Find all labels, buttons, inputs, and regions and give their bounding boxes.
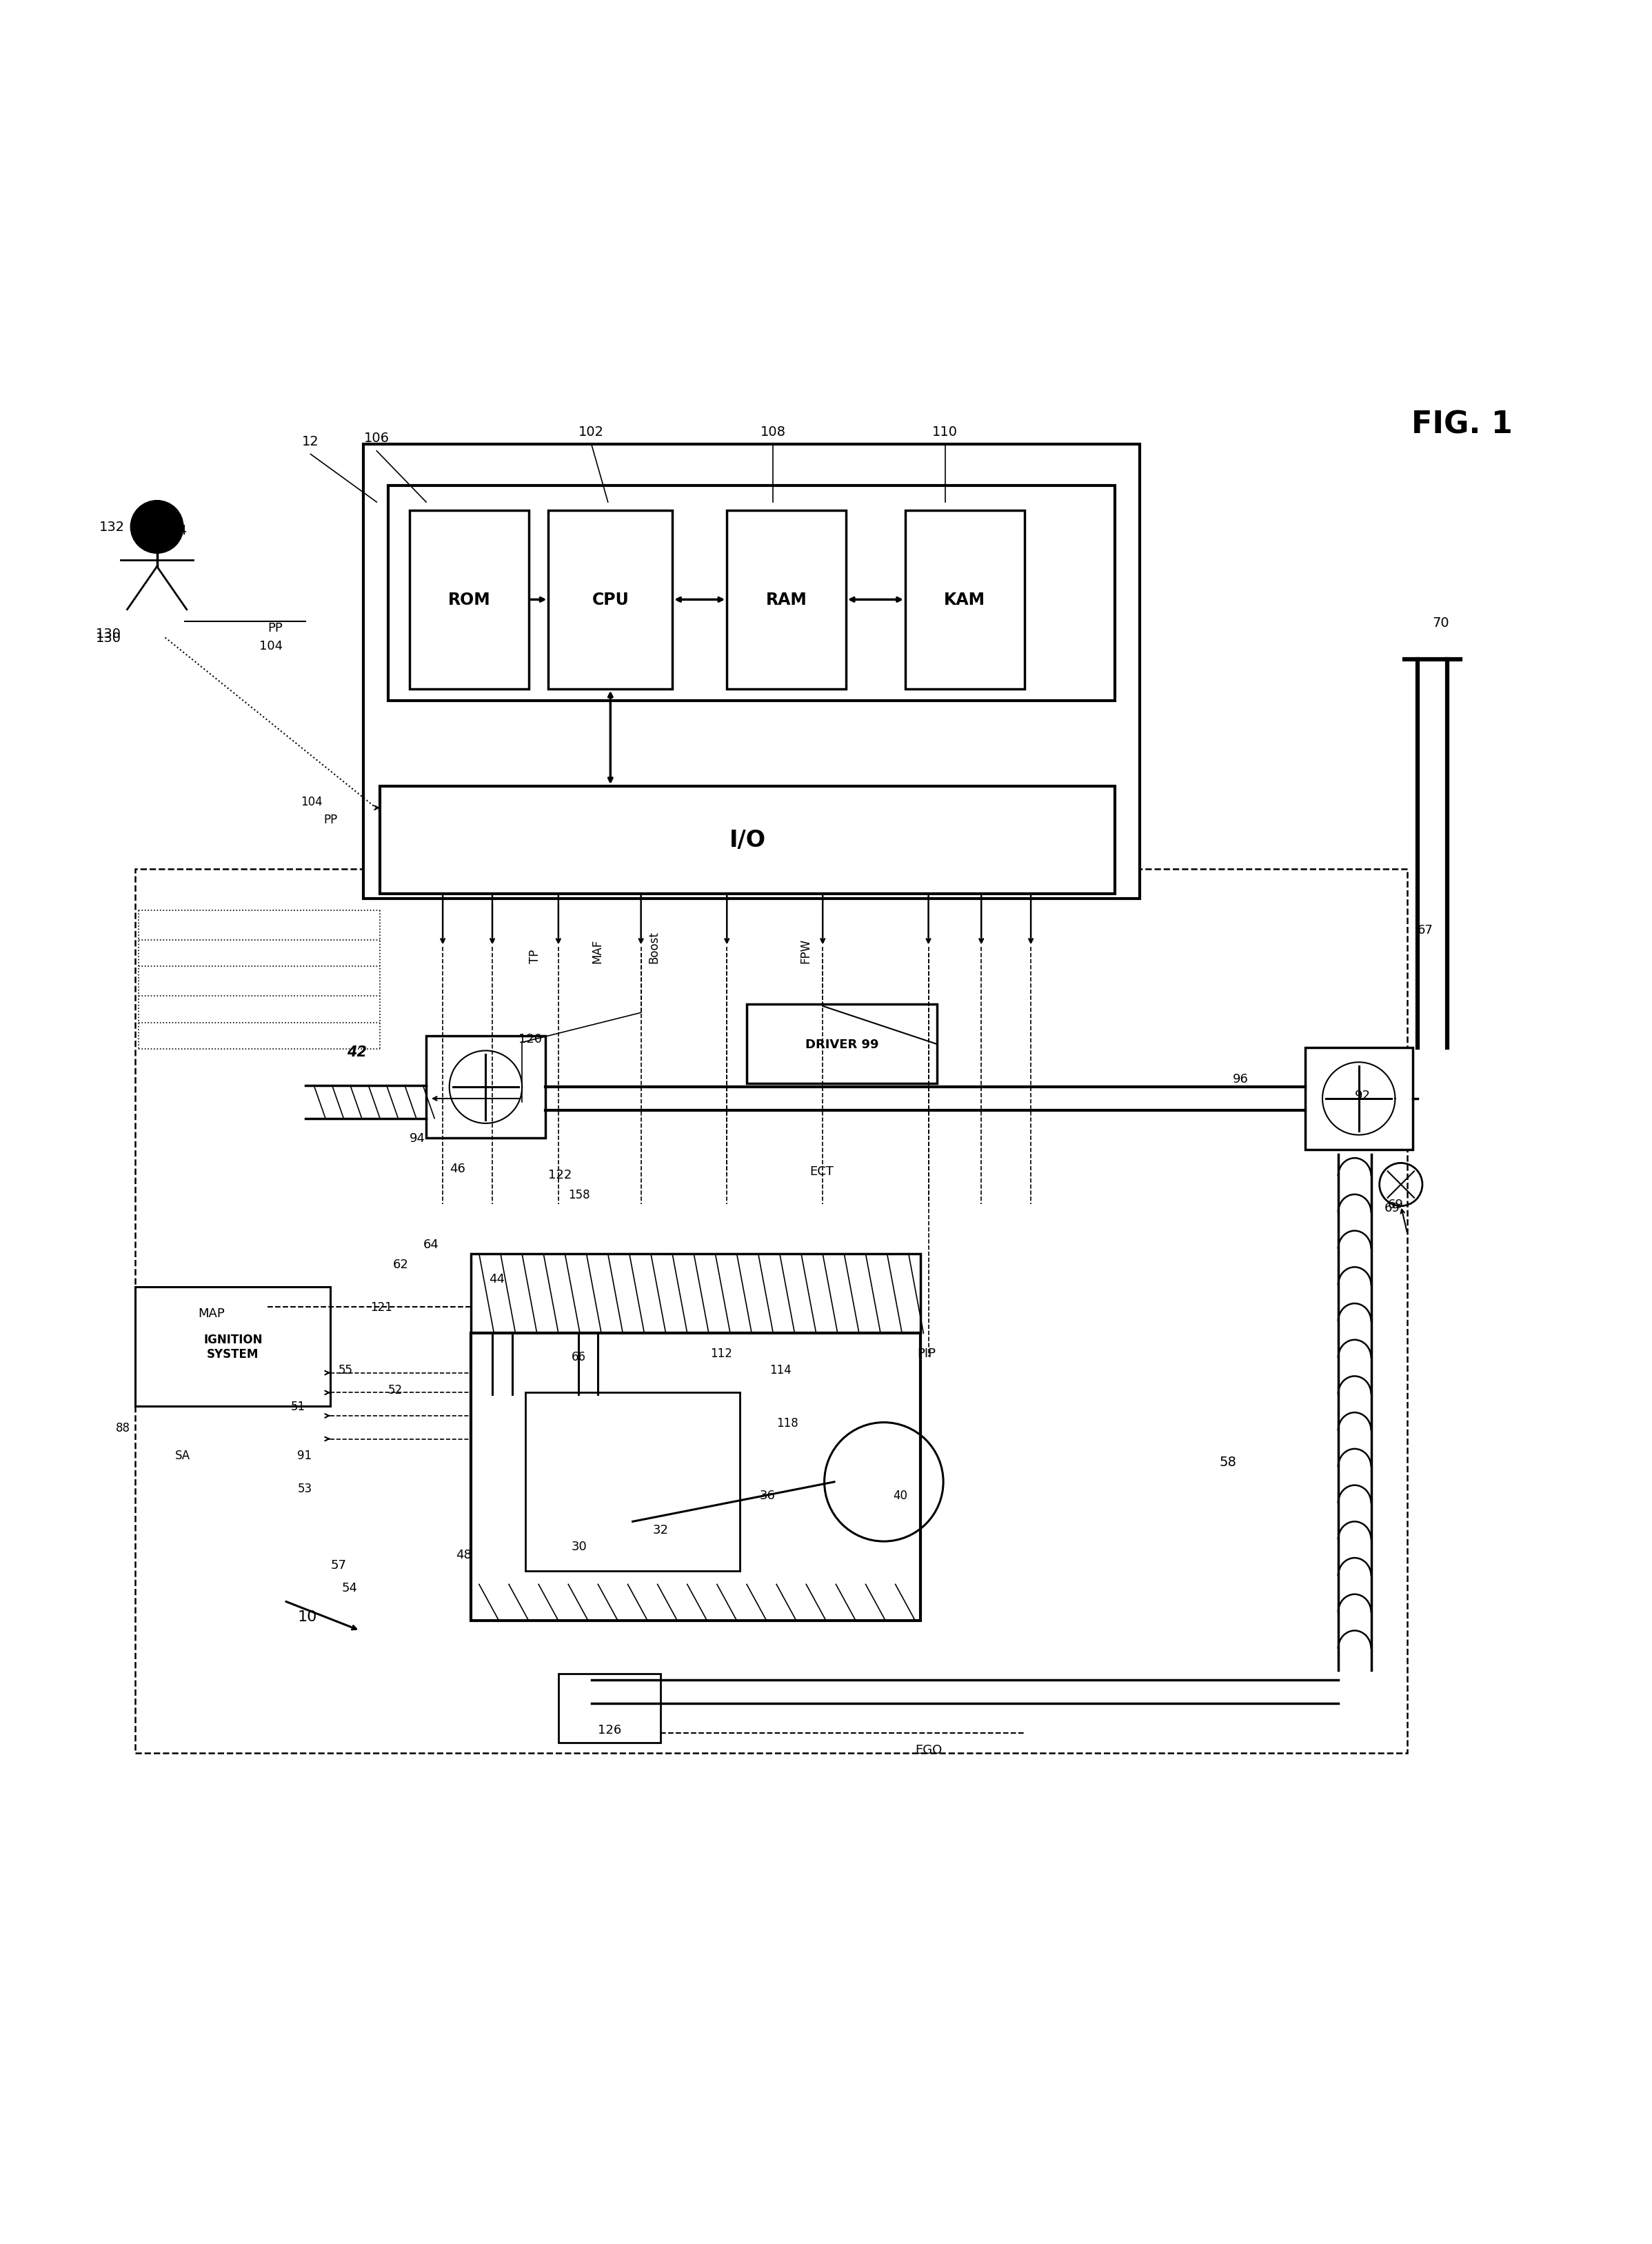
Text: 51: 51 — [291, 1400, 306, 1411]
Text: 42: 42 — [347, 1046, 367, 1059]
Text: 36: 36 — [760, 1490, 776, 1501]
Text: Boost: Boost — [648, 931, 661, 963]
Text: 134: 134 — [162, 523, 187, 536]
Text: 94: 94 — [410, 1133, 426, 1144]
Text: KAM: KAM — [943, 592, 986, 608]
Bar — [727, 512, 846, 689]
Text: MAF: MAF — [591, 938, 605, 963]
Bar — [747, 1005, 937, 1084]
Bar — [426, 1037, 545, 1138]
Text: SA: SA — [175, 1450, 190, 1461]
Text: 112: 112 — [710, 1346, 732, 1360]
Bar — [471, 1333, 920, 1620]
Text: CPU: CPU — [591, 592, 629, 608]
Text: 48: 48 — [456, 1548, 472, 1562]
Text: 122: 122 — [548, 1169, 572, 1180]
Text: 46: 46 — [449, 1162, 466, 1174]
Bar — [410, 512, 529, 689]
Bar — [525, 1394, 740, 1571]
Text: IGNITION
SYSTEM: IGNITION SYSTEM — [203, 1333, 263, 1360]
Text: 12: 12 — [302, 435, 319, 449]
Text: 92: 92 — [1355, 1088, 1371, 1102]
Text: 54: 54 — [342, 1582, 358, 1593]
Bar — [1305, 1048, 1412, 1151]
Text: 110: 110 — [932, 424, 958, 438]
Text: DRIVER 99: DRIVER 99 — [805, 1039, 879, 1050]
Text: 106: 106 — [363, 431, 390, 444]
Text: 108: 108 — [760, 424, 786, 438]
Text: 132: 132 — [99, 521, 124, 534]
Bar — [363, 444, 1140, 900]
Text: 91: 91 — [297, 1450, 312, 1461]
Text: 40: 40 — [894, 1490, 907, 1501]
Text: 130: 130 — [96, 631, 121, 644]
Text: 69: 69 — [1388, 1198, 1404, 1212]
Text: 102: 102 — [578, 424, 605, 438]
Text: 96: 96 — [1232, 1073, 1249, 1086]
Text: FIG. 1: FIG. 1 — [1411, 411, 1513, 440]
Text: PP: PP — [268, 622, 282, 635]
Text: 66: 66 — [572, 1351, 586, 1362]
Text: 57: 57 — [330, 1560, 347, 1571]
Text: 118: 118 — [776, 1416, 798, 1429]
Text: 30: 30 — [572, 1539, 586, 1553]
Bar — [548, 512, 672, 689]
Bar — [388, 487, 1115, 700]
Text: 55: 55 — [339, 1364, 354, 1376]
Text: 10: 10 — [297, 1609, 317, 1625]
Bar — [380, 788, 1115, 893]
Text: 158: 158 — [568, 1189, 590, 1201]
Text: 120: 120 — [519, 1032, 542, 1046]
Text: PP: PP — [324, 815, 337, 826]
Text: 44: 44 — [489, 1272, 506, 1286]
Text: 70: 70 — [1432, 617, 1449, 628]
Text: 64: 64 — [423, 1239, 439, 1250]
Circle shape — [131, 500, 183, 554]
Bar — [471, 1254, 920, 1333]
Bar — [135, 1288, 330, 1407]
Text: RAM: RAM — [767, 592, 806, 608]
Text: 67: 67 — [1417, 925, 1434, 936]
Bar — [905, 512, 1024, 689]
Text: 130: 130 — [96, 628, 121, 642]
Text: MAP: MAP — [198, 1308, 225, 1319]
Text: ROM: ROM — [448, 592, 491, 608]
Text: EGO: EGO — [915, 1744, 942, 1755]
Bar — [558, 1674, 661, 1744]
Text: I/O: I/O — [729, 828, 767, 853]
Text: 53: 53 — [297, 1483, 312, 1495]
Text: PIP: PIP — [917, 1346, 935, 1360]
Text: 126: 126 — [598, 1723, 621, 1737]
Text: 62: 62 — [393, 1259, 410, 1270]
Text: 121: 121 — [370, 1302, 392, 1313]
Text: 114: 114 — [770, 1364, 791, 1376]
Text: 32: 32 — [653, 1524, 669, 1537]
Text: ECT: ECT — [809, 1165, 834, 1178]
Bar — [135, 868, 1408, 1753]
Text: 52: 52 — [388, 1382, 403, 1396]
Text: 58: 58 — [1219, 1456, 1236, 1468]
Text: TP: TP — [529, 949, 542, 963]
Text: 104: 104 — [301, 794, 322, 808]
Text: 104: 104 — [259, 640, 282, 653]
Text: 88: 88 — [116, 1420, 131, 1434]
Text: FPW: FPW — [800, 938, 813, 963]
Text: 69: 69 — [1384, 1203, 1401, 1214]
